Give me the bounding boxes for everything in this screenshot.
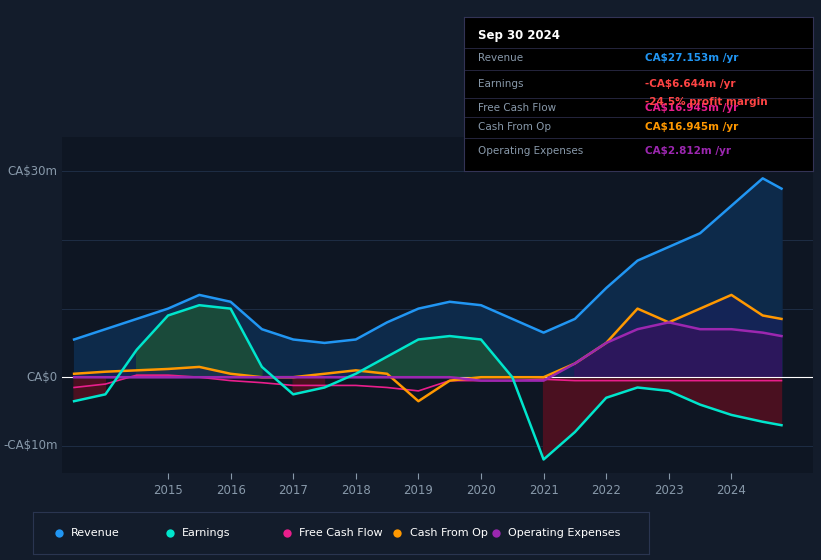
Text: Cash From Op: Cash From Op <box>410 529 488 538</box>
Text: Free Cash Flow: Free Cash Flow <box>478 102 556 113</box>
Text: CA$16.945m /yr: CA$16.945m /yr <box>645 122 739 132</box>
Text: Free Cash Flow: Free Cash Flow <box>299 529 383 538</box>
Text: Cash From Op: Cash From Op <box>478 122 551 132</box>
Text: Revenue: Revenue <box>71 529 120 538</box>
Text: -24.5% profit margin: -24.5% profit margin <box>645 97 768 107</box>
Text: CA$0: CA$0 <box>27 371 57 384</box>
Text: Sep 30 2024: Sep 30 2024 <box>478 29 560 42</box>
Text: CA$27.153m /yr: CA$27.153m /yr <box>645 53 739 63</box>
Text: Operating Expenses: Operating Expenses <box>508 529 621 538</box>
Text: Earnings: Earnings <box>182 529 231 538</box>
Text: CA$16.945m /yr: CA$16.945m /yr <box>645 102 739 113</box>
Text: CA$30m: CA$30m <box>8 165 57 178</box>
Text: -CA$10m: -CA$10m <box>3 439 57 452</box>
Text: Operating Expenses: Operating Expenses <box>478 146 583 156</box>
Text: Earnings: Earnings <box>478 79 523 89</box>
Text: Revenue: Revenue <box>478 53 523 63</box>
Text: CA$2.812m /yr: CA$2.812m /yr <box>645 146 732 156</box>
Text: -CA$6.644m /yr: -CA$6.644m /yr <box>645 79 736 89</box>
